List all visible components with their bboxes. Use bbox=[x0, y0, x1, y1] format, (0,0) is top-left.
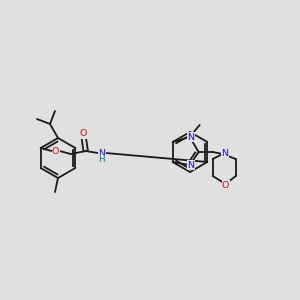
Text: O: O bbox=[222, 181, 230, 190]
Text: O: O bbox=[52, 146, 59, 155]
Text: N: N bbox=[187, 160, 194, 169]
Text: N: N bbox=[221, 148, 228, 158]
Text: N: N bbox=[187, 133, 194, 142]
Text: H: H bbox=[98, 155, 105, 164]
Text: O: O bbox=[80, 130, 87, 139]
Text: N: N bbox=[98, 148, 105, 158]
